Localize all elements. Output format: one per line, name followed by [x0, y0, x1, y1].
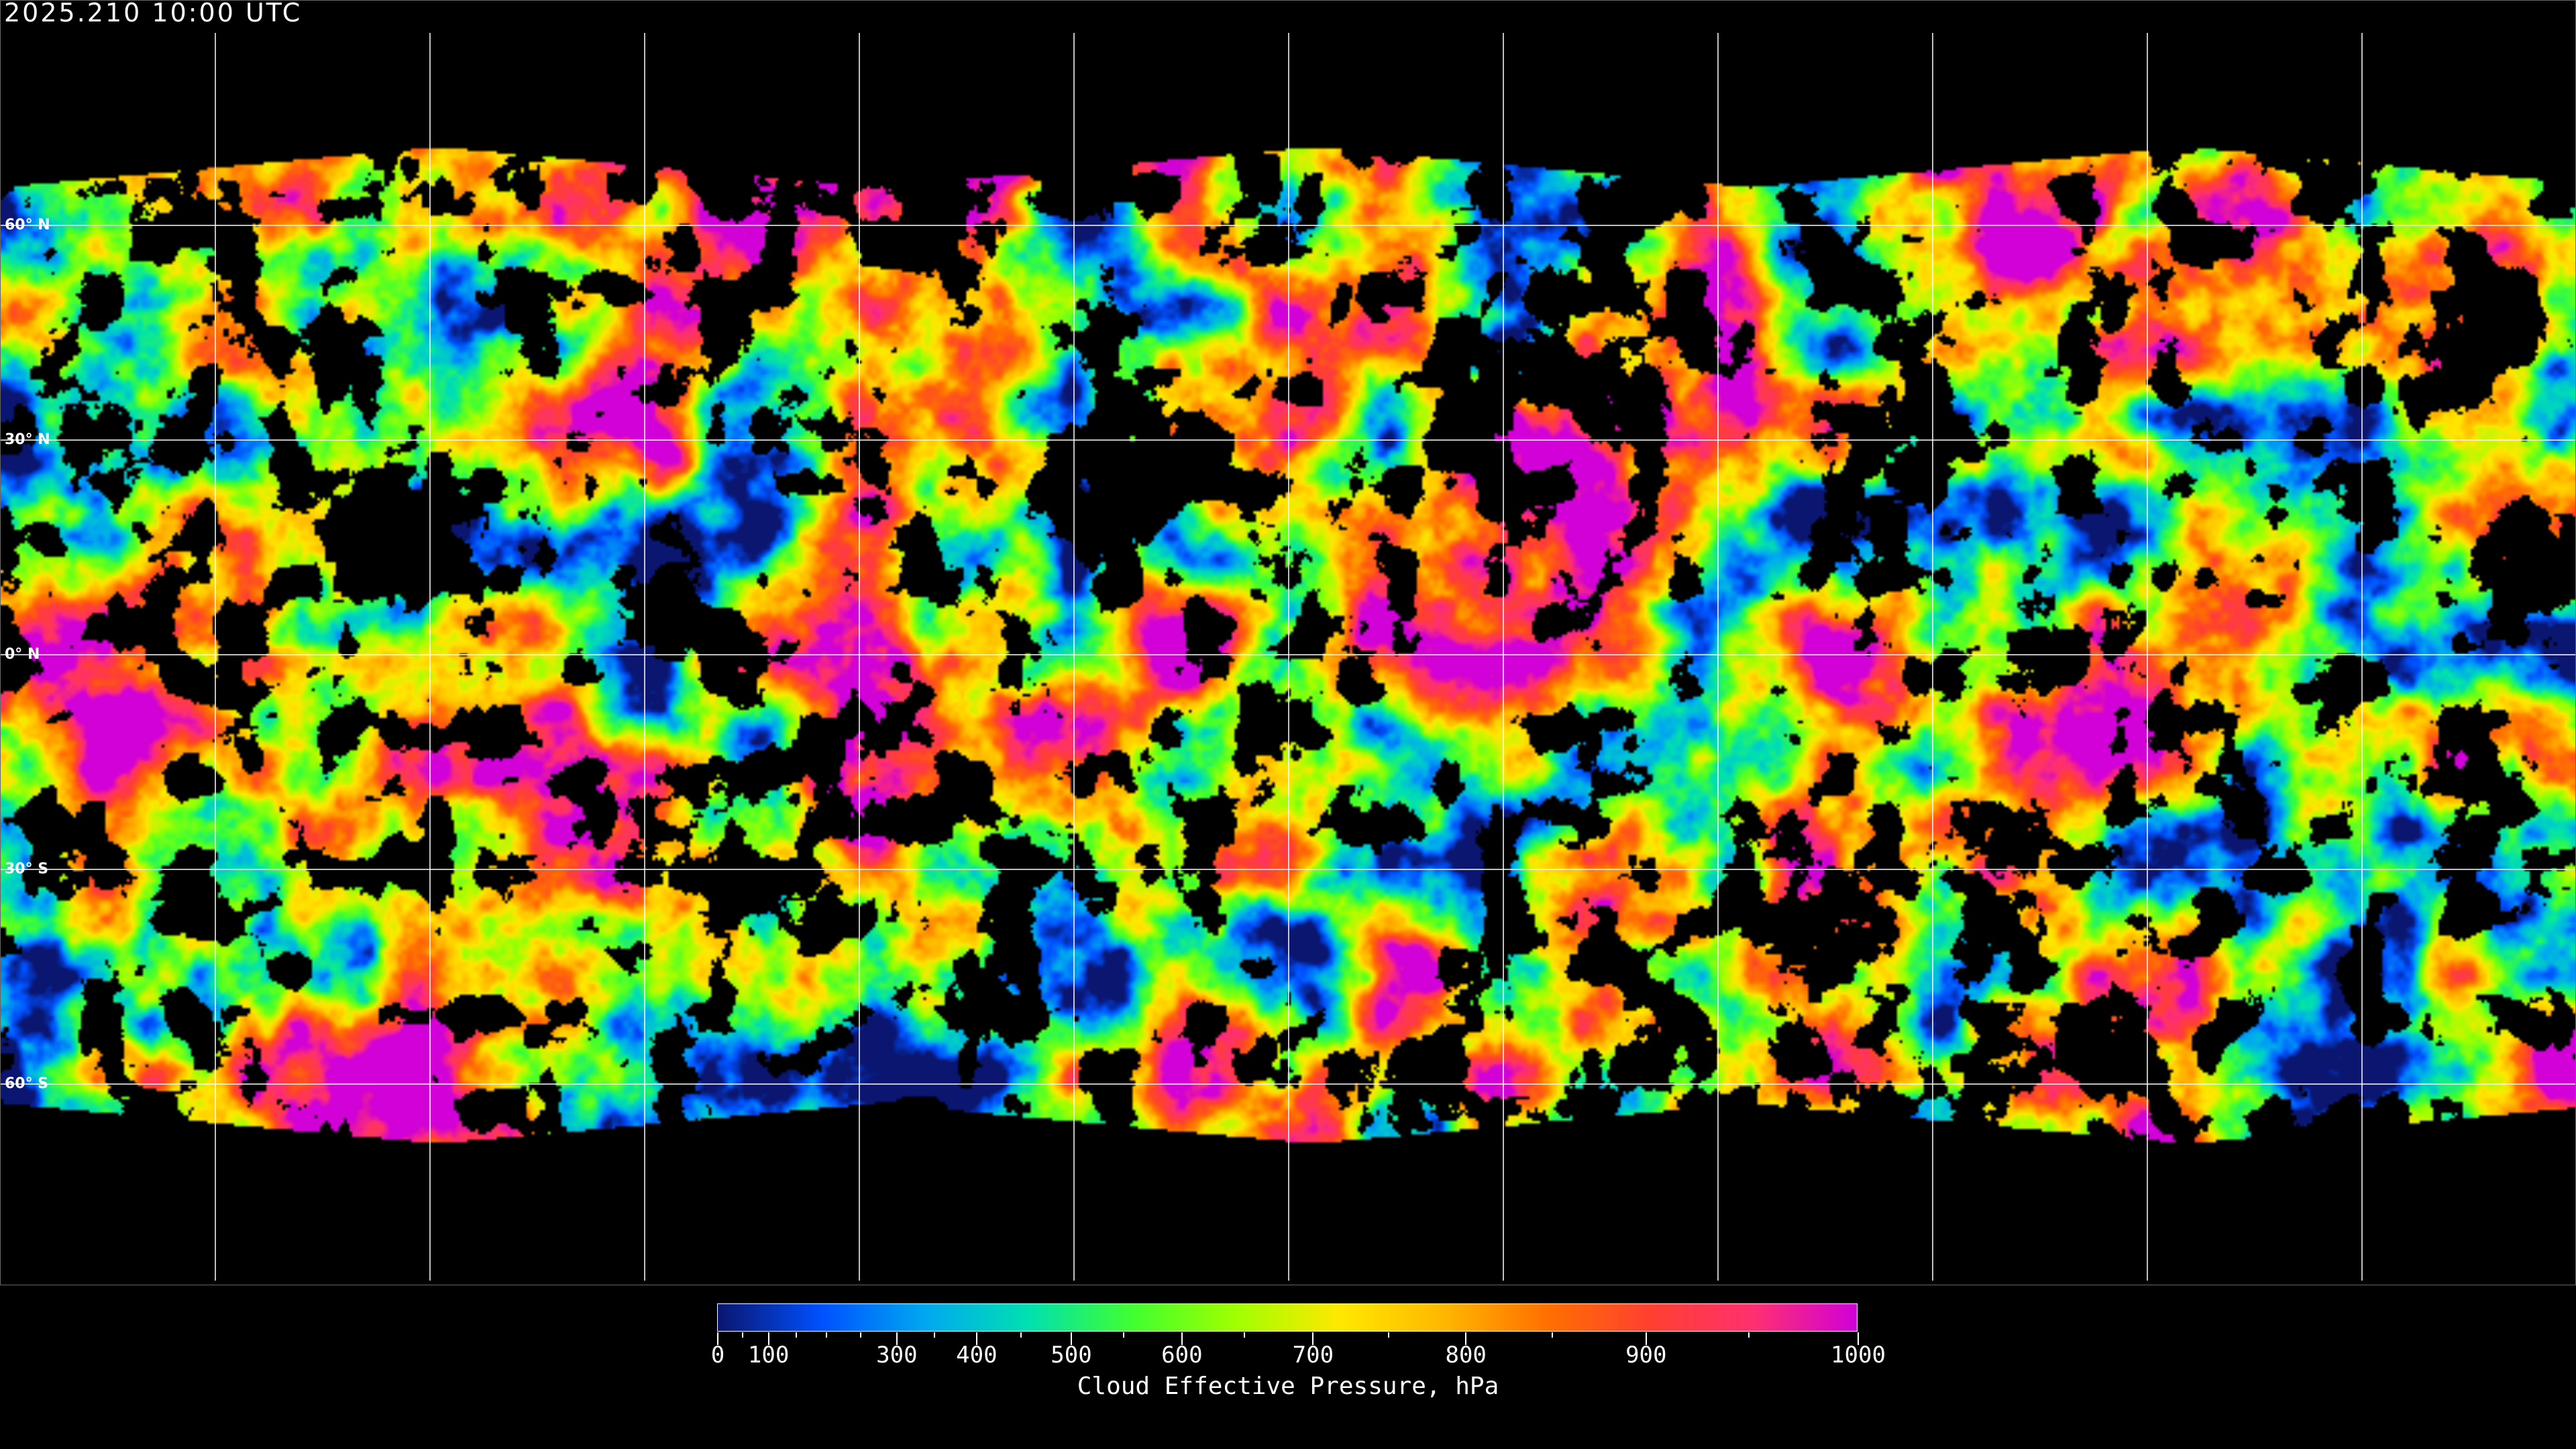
tick-label: 300	[876, 1342, 918, 1368]
major-tick	[1312, 1332, 1314, 1345]
timestamp: 2025.210 10:00 UTC	[4, 0, 303, 28]
minor-tick	[1387, 1332, 1389, 1338]
minor-tick	[825, 1332, 827, 1338]
minor-tick	[1123, 1332, 1125, 1338]
major-tick	[975, 1332, 977, 1345]
major-tick	[1465, 1332, 1467, 1345]
major-tick	[896, 1332, 898, 1345]
tick-label: 700	[1292, 1342, 1334, 1368]
minor-tick	[934, 1332, 935, 1338]
major-tick	[717, 1332, 718, 1345]
tick-label: 500	[1051, 1342, 1092, 1368]
major-tick	[1071, 1332, 1072, 1345]
minor-tick	[742, 1332, 744, 1338]
minor-tick	[859, 1332, 861, 1338]
colorbar-title: Cloud Effective Pressure, hPa	[1077, 1373, 1499, 1400]
tick-label: 0	[710, 1342, 725, 1368]
major-tick	[1858, 1332, 1859, 1345]
tick-label: 100	[747, 1342, 790, 1368]
lat-label-30n: 30° N	[5, 431, 50, 448]
tick-label: 1000	[1831, 1342, 1886, 1368]
minor-tick	[796, 1332, 798, 1338]
minor-tick	[1748, 1332, 1750, 1338]
colorbar	[717, 1303, 1858, 1332]
tick-label: 400	[956, 1342, 998, 1368]
minor-tick	[1020, 1332, 1022, 1338]
major-tick	[1645, 1332, 1647, 1345]
graticule	[1, 33, 2575, 1281]
minor-tick	[1244, 1332, 1246, 1338]
major-tick	[1181, 1332, 1183, 1345]
lat-label-30s: 30° S	[5, 861, 49, 877]
tick-label: 900	[1625, 1342, 1667, 1368]
cloud-pressure-map: 2025.210 10:00 UTC 60° N 30° N 0° N 30° …	[0, 0, 2576, 1285]
tick-label: 800	[1445, 1342, 1487, 1368]
colorbar-ticks	[717, 1332, 1859, 1346]
minor-tick	[1552, 1332, 1554, 1338]
tick-label: 600	[1161, 1342, 1203, 1368]
lat-label-equator: 0° N	[5, 646, 40, 663]
major-tick	[767, 1332, 769, 1345]
lat-label-60s: 60° S	[5, 1075, 49, 1092]
lat-label-60n: 60° N	[5, 217, 50, 233]
